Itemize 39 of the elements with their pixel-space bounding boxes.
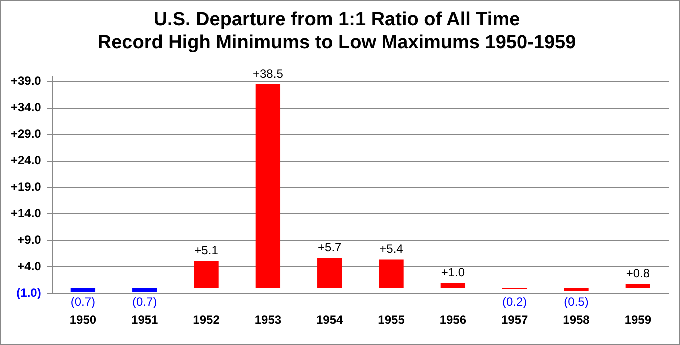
bar — [256, 84, 281, 288]
y-tick-label: +19.0 — [10, 180, 42, 194]
data-label: +5.1 — [194, 244, 219, 258]
data-label: +5.4 — [380, 242, 404, 256]
y-tick-label: +34.0 — [10, 100, 42, 115]
x-tick-label: 1954 — [316, 313, 344, 328]
y-tick-label: +4.0 — [18, 259, 42, 274]
bar — [379, 260, 404, 288]
data-label: (0.7) — [132, 294, 158, 309]
x-tick-label: 1950 — [70, 313, 97, 328]
bar — [564, 288, 589, 291]
x-tick-label: 1951 — [132, 313, 159, 328]
data-label: (0.7) — [70, 294, 96, 309]
chart-title: U.S. Departure from 1:1 Ratio of All Time Record High Minimums to Low Maximums 1950-1959 — [98, 10, 576, 54]
x-tick-label: 1953 — [254, 313, 282, 328]
data-label: +5.7 — [318, 240, 342, 254]
x-tick-label: 1955 — [378, 313, 406, 328]
y-tick-label: +39.0 — [10, 74, 42, 88]
y-tick-label: +29.0 — [10, 127, 42, 142]
bar — [194, 261, 219, 288]
y-tick-label: +14.0 — [10, 206, 42, 221]
x-tick-label: 1957 — [501, 313, 529, 328]
x-tick-label: 1956 — [440, 313, 467, 328]
bar — [626, 284, 650, 288]
bar — [318, 258, 342, 288]
bar — [70, 288, 96, 292]
y-tick-label: +24.0 — [10, 154, 42, 168]
x-tick-label: 1959 — [624, 313, 652, 328]
data-label: (0.2) — [502, 294, 528, 309]
data-label: +38.5 — [253, 66, 284, 81]
bar — [440, 283, 466, 288]
y-tick-label: +9.0 — [18, 232, 42, 247]
data-label: (0.5) — [564, 294, 589, 309]
x-tick-label: 1952 — [193, 313, 220, 328]
data-label: +0.8 — [626, 266, 650, 280]
bar — [132, 288, 158, 292]
x-tick-label: 1958 — [563, 313, 590, 328]
y-tick-label: (1.0) — [16, 286, 42, 300]
data-label: +1.0 — [441, 265, 466, 280]
